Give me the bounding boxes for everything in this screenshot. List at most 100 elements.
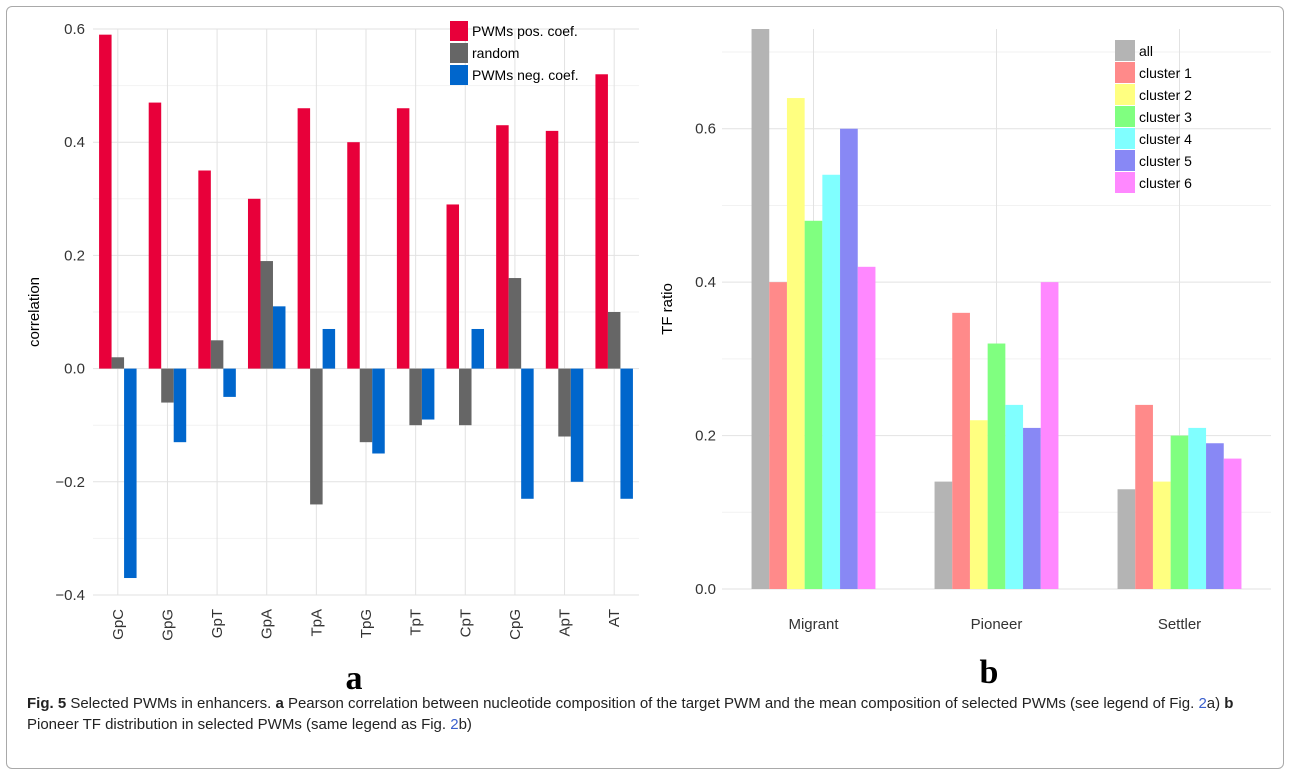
legend-label: cluster 4	[1139, 131, 1192, 147]
panel-b-chart: 0.0 0.2 0.4 0.6 Migrant Pioneer Settler TF rati…	[659, 29, 1271, 691]
caption-text-1: Selected PWMs in enhancers.	[66, 695, 276, 712]
bar	[1206, 443, 1224, 589]
legend-label: cluster 6	[1139, 175, 1192, 191]
legend-swatch	[1115, 150, 1135, 171]
bar	[934, 481, 953, 589]
bar	[124, 368, 137, 579]
bar	[421, 368, 435, 420]
bar	[1135, 404, 1153, 589]
x-tick-label: Migrant	[788, 616, 839, 633]
bar	[1170, 435, 1189, 589]
y-tick-label: 0.4	[64, 134, 85, 151]
legend-swatch	[1115, 172, 1135, 193]
bar	[111, 357, 125, 369]
x-tick-label: TpT	[408, 609, 425, 636]
bar	[1040, 282, 1059, 589]
y-tick-label: 0.6	[695, 121, 716, 138]
bar	[446, 204, 460, 369]
bar	[198, 170, 211, 369]
legend-swatch	[1115, 106, 1135, 127]
bar	[508, 278, 522, 369]
legend-swatch	[1115, 40, 1135, 61]
figure-frame: −0.4 −0.2 0.0 0.2 0.4 0.6 GpC GpG GpT GpA TpA TpG Tp…	[6, 6, 1284, 769]
bar	[161, 368, 174, 403]
legend-swatch	[450, 43, 468, 63]
x-tick-label: TpA	[308, 609, 325, 637]
legend-label: cluster 5	[1139, 153, 1192, 169]
bar	[786, 98, 805, 589]
bar	[521, 368, 534, 499]
legend-swatch	[1115, 84, 1135, 105]
bar	[595, 74, 608, 369]
figure-caption: Fig. 5 Selected PWMs in enhancers. a Pea…	[27, 693, 1277, 735]
x-tick-label: CpT	[457, 609, 474, 637]
legend-label: cluster 3	[1139, 109, 1192, 125]
bar	[223, 368, 236, 397]
bar	[297, 108, 311, 369]
bar	[210, 340, 224, 369]
x-tick-label: ApT	[557, 609, 574, 637]
bar	[471, 328, 485, 369]
legend-swatch	[1115, 62, 1135, 83]
legend-label: cluster 1	[1139, 65, 1192, 81]
caption-text-3: Pioneer TF distribution in selected PWMs…	[27, 716, 451, 733]
x-tick-label: GpT	[209, 609, 226, 638]
bar	[857, 266, 876, 589]
y-axis-label: correlation	[26, 277, 43, 347]
bar	[173, 368, 187, 443]
y-tick-label: −0.2	[55, 474, 85, 491]
x-tick-label: GpA	[259, 609, 276, 639]
bar	[1005, 404, 1024, 589]
legend-swatch	[450, 65, 468, 85]
panel-letter-b: b	[980, 654, 999, 691]
bar	[372, 368, 385, 454]
x-tick-label: Settler	[1158, 616, 1201, 633]
bar	[769, 282, 787, 589]
bar	[607, 312, 621, 369]
caption-b-label: b	[1224, 695, 1234, 712]
caption-fig-ref-a[interactable]: 2	[1198, 695, 1207, 712]
bar	[247, 198, 261, 369]
bar	[260, 261, 273, 369]
bar	[409, 368, 422, 426]
bar	[620, 368, 633, 499]
panel-letter-a: a	[346, 660, 363, 697]
caption-fig-ref-b[interactable]: 2	[450, 716, 459, 733]
bar	[822, 174, 841, 589]
caption-fig-label: Fig. 5	[27, 695, 67, 712]
legend-label: cluster 2	[1139, 87, 1192, 103]
bar	[969, 420, 988, 589]
caption-text-2: Pearson correlation between nucleotide c…	[283, 695, 1199, 712]
bar	[272, 306, 286, 369]
bar	[347, 142, 360, 369]
bar	[1117, 489, 1136, 589]
panel-a-chart: −0.4 −0.2 0.0 0.2 0.4 0.6 GpC GpG GpT GpA TpA TpG Tp…	[26, 21, 639, 697]
bar	[545, 130, 559, 369]
legend-label: all	[1139, 43, 1153, 59]
legend-label: PWMs neg. coef.	[472, 67, 579, 83]
bar	[459, 368, 472, 426]
legend-swatch	[450, 21, 468, 41]
bar	[396, 108, 410, 369]
bar	[751, 29, 770, 589]
y-tick-label: 0.0	[695, 581, 716, 598]
y-tick-label: 0.2	[64, 247, 85, 264]
y-axis-label: TF ratio	[659, 283, 676, 335]
bar	[310, 368, 323, 505]
bar	[1152, 481, 1171, 589]
bar	[496, 125, 509, 369]
legend-swatch	[1115, 128, 1135, 149]
bar	[148, 102, 162, 369]
y-tick-label: −0.4	[55, 587, 85, 604]
bar	[987, 343, 1006, 589]
legend-label: PWMs pos. coef.	[472, 23, 578, 39]
y-tick-label: 0.4	[695, 274, 716, 291]
bar	[1188, 427, 1207, 589]
y-tick-label: 0.6	[64, 21, 85, 38]
bar	[570, 368, 584, 482]
caption-a-label: a	[275, 695, 284, 712]
bar	[804, 220, 823, 589]
figure-svg: −0.4 −0.2 0.0 0.2 0.4 0.6 GpC GpG GpT GpA TpA TpG Tp…	[26, 21, 1271, 697]
bar	[359, 368, 373, 443]
x-tick-label: Pioneer	[971, 616, 1023, 633]
